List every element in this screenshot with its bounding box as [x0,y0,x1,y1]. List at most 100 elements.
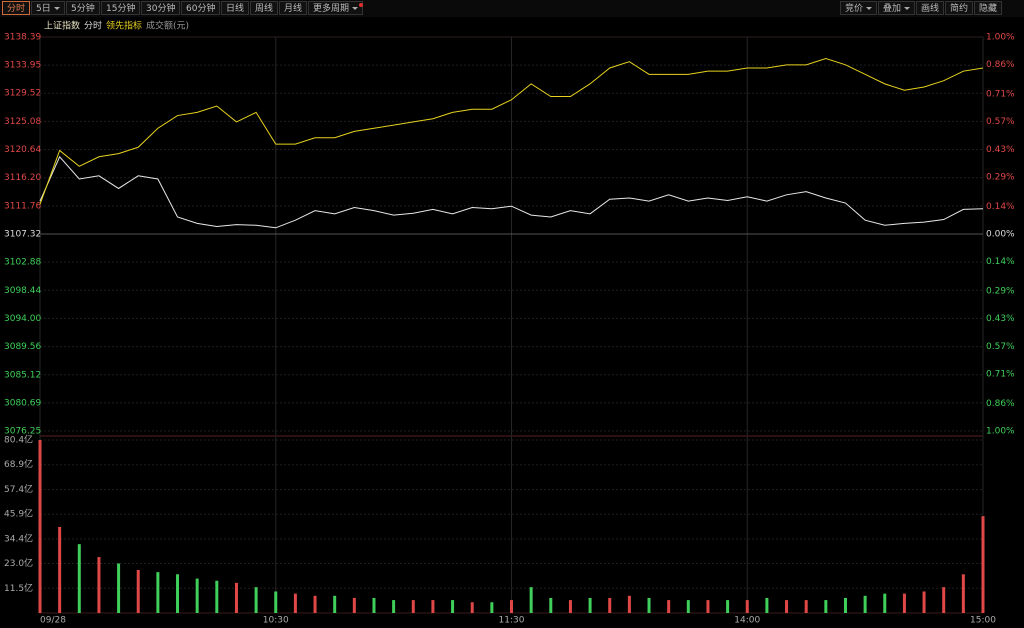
y-tick-label: 45.9亿 [4,508,33,520]
volume-bar [156,572,160,613]
volume-bar [608,597,612,613]
x-tick-label: 14:00 [734,616,760,626]
y2-tick-label: 0.86% [986,60,1015,70]
y-tick-label: 3120.64 [4,145,41,155]
y-tick-label: 3085.12 [4,370,41,380]
volume-bar [136,569,140,613]
toolbar-button[interactable]: 日线 [221,1,250,15]
y-tick-label: 3116.20 [4,173,41,183]
volume-bar [431,600,435,613]
toolbar-button[interactable]: 周线 [250,1,279,15]
volume-bar [176,574,180,613]
price-line [39,155,984,229]
y2-tick-label: 1.00% [986,427,1015,437]
y-tick-label: 3098.44 [4,286,41,296]
volume-bar [529,587,533,613]
y2-tick-label: 0.86% [986,399,1015,409]
y-tick-label: 34.4亿 [4,532,33,544]
y-tick-label: 80.4亿 [4,434,33,446]
volume-bar [58,526,62,613]
y2-tick-label: 0.14% [986,257,1015,267]
toolbar-button[interactable]: 60分钟 [181,1,221,15]
y2-tick-label: 0.71% [986,90,1015,100]
y-tick-label: 11.5亿 [4,582,33,594]
volume-bar [549,597,553,613]
toolbar-button[interactable]: 简约 [944,1,973,15]
volume-bar [686,600,690,613]
volume-bar [195,578,199,613]
volume-bar [254,587,258,613]
volume-bar [706,600,710,613]
volume-bar [97,557,101,613]
y-tick-label: 23.0亿 [4,557,33,569]
volume-bar [490,602,494,613]
volume-bar [333,595,337,613]
y-tick-label: 3102.88 [4,258,41,268]
volume-bar [726,600,730,613]
volume-bar [863,595,867,613]
y2-tick-label: 0.00% [986,230,1015,240]
volume-bar [785,600,789,613]
chart-title: 上证指数 [44,20,80,32]
y2-tick-label: 0.71% [986,369,1015,379]
legend-entry: 分时 [84,20,102,32]
volume-bar [470,602,474,613]
volume-bar [942,587,946,613]
volume-bar [745,600,749,613]
y2-tick-label: 0.14% [986,202,1015,212]
y-tick-label: 3080.69 [4,398,41,408]
toolbar-button[interactable]: 叠加 [877,1,915,15]
y2-tick-label: 1.00% [986,33,1015,43]
volume-bar [411,600,415,613]
y2-tick-label: 0.57% [986,117,1015,127]
x-tick-label: 15:00 [970,616,996,626]
volume-bar [647,597,651,613]
volume-bar [667,600,671,613]
legend-entry: 领先指标 [106,20,142,32]
volume-bar [902,593,906,613]
volume-bar [352,597,356,613]
volume-bar [274,591,278,613]
x-tick-label: 09/28 [40,616,66,626]
volume-bar [804,600,808,613]
y-tick-label: 3111.76 [4,201,41,211]
toolbar: 分时 5日 5分钟 15分钟 30分钟 60分钟 日线 周线 月线 更多周期 隐藏 简约 画线 叠加 竞价 [0,0,1024,17]
y-tick-label: 3076.25 [4,427,41,437]
y2-tick-label: 0.57% [986,342,1015,352]
volume-bar [215,580,219,613]
toolbar-button[interactable]: 竞价 [839,1,877,15]
y2-tick-label: 0.43% [986,145,1015,155]
y-tick-label: 3133.95 [4,61,41,71]
toolbar-button[interactable]: 画线 [915,1,944,15]
toolbar-button[interactable]: 15分钟 [101,1,141,15]
volume-bar [588,597,592,613]
volume-bar [77,544,81,613]
y-tick-label: 68.9亿 [4,458,33,470]
y-tick-label: 3094.00 [4,314,41,324]
badge [359,3,363,7]
volume-bar [765,597,769,613]
toolbar-button[interactable]: 隐藏 [973,1,1002,15]
volume-bar [961,574,965,613]
toolbar-button[interactable]: 5分钟 [66,1,100,15]
y-tick-label: 57.4亿 [4,483,33,495]
volume-bar [313,595,317,613]
x-tick-label: 10:30 [263,616,289,626]
volume-bar [843,597,847,613]
y-tick-label: 3089.56 [4,342,41,352]
volume-bar [568,600,572,613]
toolbar-button[interactable]: 分时 [2,1,31,15]
y-tick-label: 3107.32 [4,230,41,240]
toolbar-button[interactable]: 更多周期 [308,1,364,15]
volume-bar [981,516,985,613]
volume-bar [510,600,513,613]
y2-tick-label: 0.29% [986,287,1015,297]
y-tick-label: 3138.39 [4,33,41,43]
volume-bar [451,600,455,613]
volume-bar [234,582,238,613]
toolbar-button[interactable]: 5日 [31,1,65,15]
volume-bar [922,591,926,613]
toolbar-button[interactable]: 30分钟 [141,1,181,15]
toolbar-button[interactable]: 月线 [279,1,308,15]
